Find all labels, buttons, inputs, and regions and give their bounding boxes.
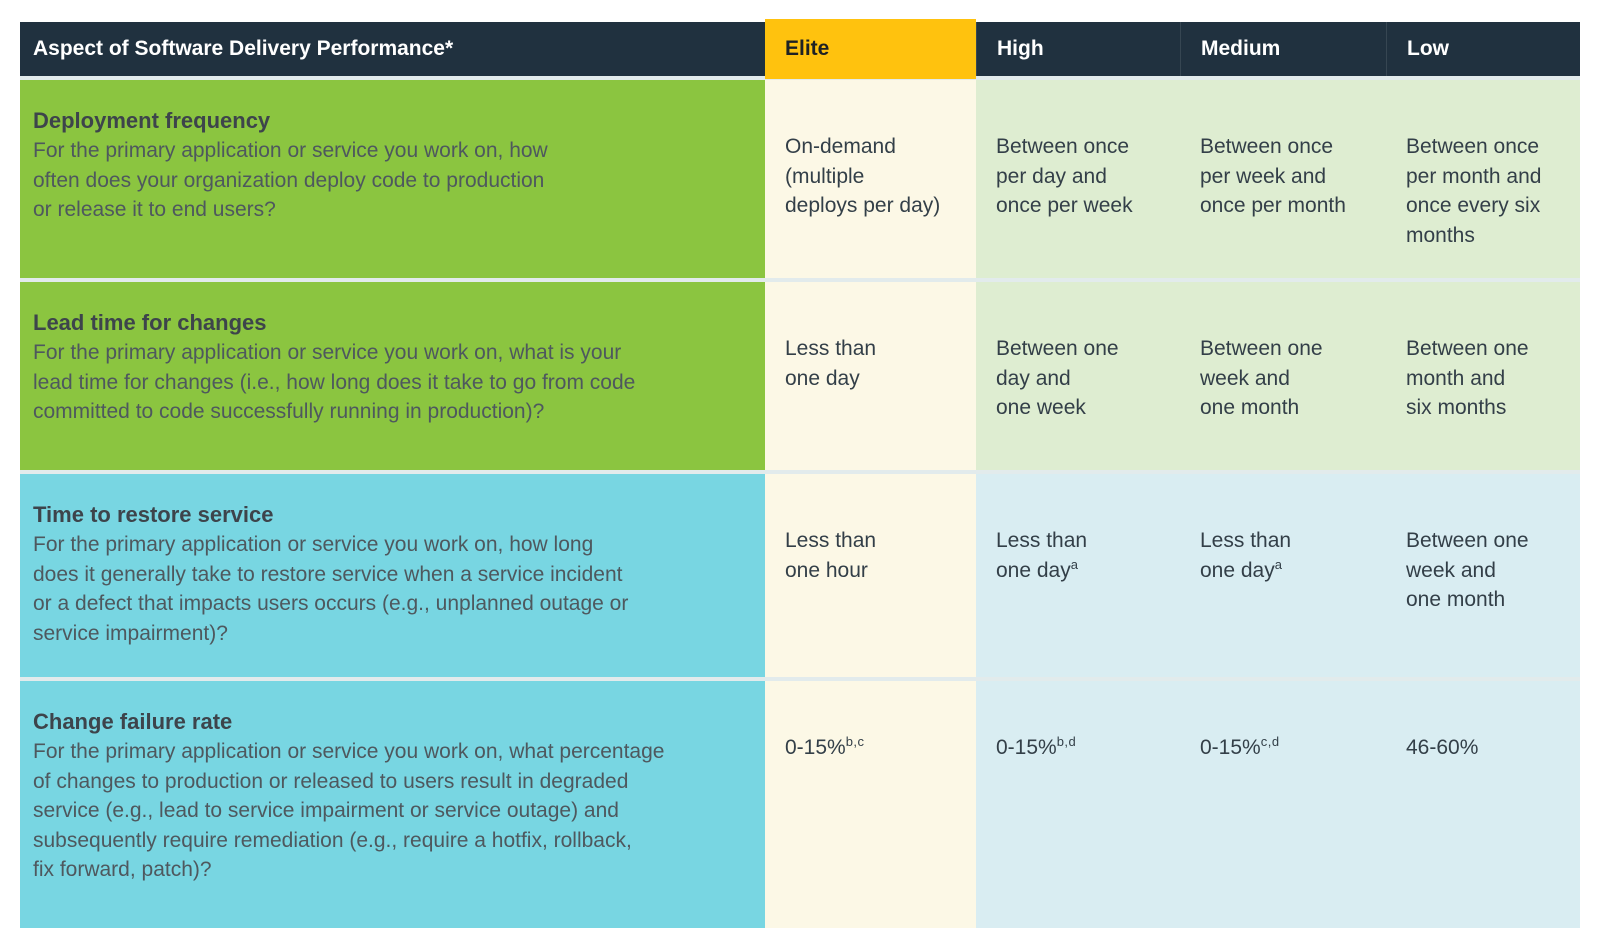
elite-column-header: Elite bbox=[765, 19, 976, 79]
aspect-cell: Lead time for changes For the primary ap… bbox=[20, 282, 765, 470]
metric-row-change-failure-rate: Change failure rate For the primary appl… bbox=[20, 681, 1580, 928]
footnote-superscript: a bbox=[1274, 556, 1283, 572]
elite-cell: 0-15%b,c bbox=[765, 681, 976, 928]
cell-value: Less than one day bbox=[1200, 529, 1292, 582]
high-column-header: High bbox=[976, 22, 1180, 76]
metric-row-deployment-frequency: Deployment frequency For the primary app… bbox=[20, 80, 1580, 278]
low-column-header: Low bbox=[1386, 22, 1580, 76]
cell-value: Between one day and one week bbox=[996, 337, 1119, 419]
cell-value: 0-15% bbox=[996, 736, 1057, 759]
metric-description: For the primary application or service y… bbox=[33, 139, 548, 221]
high-cell: Between one day and one week bbox=[976, 282, 1180, 470]
aspect-column-header: Aspect of Software Delivery Performance* bbox=[20, 22, 765, 76]
metric-title: Time to restore service bbox=[33, 502, 274, 527]
low-cell: Between one month and six months bbox=[1386, 282, 1580, 470]
footnote-superscript: b,c bbox=[845, 734, 865, 749]
metric-title: Deployment frequency bbox=[33, 108, 271, 133]
metric-description: For the primary application or service y… bbox=[33, 740, 665, 881]
cell-value: Less than one hour bbox=[785, 529, 877, 582]
medium-cell: Between one week and one month bbox=[1180, 282, 1386, 470]
performance-table: Aspect of Software Delivery Performance*… bbox=[20, 19, 1580, 928]
footnote-superscript: c,d bbox=[1260, 734, 1280, 749]
cell-value: 0-15% bbox=[785, 736, 846, 759]
cell-value: Between once per month and once every si… bbox=[1406, 135, 1542, 247]
cell-value: 0-15% bbox=[1200, 736, 1261, 759]
cell-value: On-demand (multiple deploys per day) bbox=[785, 135, 941, 217]
cell-value: Between one month and six months bbox=[1406, 337, 1529, 419]
high-cell: 0-15%b,d bbox=[976, 681, 1180, 928]
aspect-cell: Deployment frequency For the primary app… bbox=[20, 80, 765, 278]
aspect-cell: Change failure rate For the primary appl… bbox=[20, 681, 765, 928]
high-cell: Between once per day and once per week bbox=[976, 80, 1180, 278]
elite-cell: Less than one day bbox=[765, 282, 976, 470]
elite-cell: Less than one hour bbox=[765, 474, 976, 677]
metric-description: For the primary application or service y… bbox=[33, 533, 629, 645]
medium-cell: Between once per week and once per month bbox=[1180, 80, 1386, 278]
high-cell: Less than one daya bbox=[976, 474, 1180, 677]
metric-title: Change failure rate bbox=[33, 709, 233, 734]
cell-value: Between one week and one month bbox=[1406, 529, 1529, 611]
cell-value: Between one week and one month bbox=[1200, 337, 1323, 419]
medium-cell: Less than one daya bbox=[1180, 474, 1386, 677]
low-cell: 46-60% bbox=[1386, 681, 1580, 928]
footnote-superscript: a bbox=[1070, 556, 1079, 572]
metric-title: Lead time for changes bbox=[33, 310, 267, 335]
medium-cell: 0-15%c,d bbox=[1180, 681, 1386, 928]
footnote-superscript: b,d bbox=[1056, 734, 1077, 749]
metric-description: For the primary application or service y… bbox=[33, 341, 636, 423]
metric-row-lead-time: Lead time for changes For the primary ap… bbox=[20, 282, 1580, 470]
metric-row-time-to-restore: Time to restore service For the primary … bbox=[20, 474, 1580, 677]
cell-value: Less than one day bbox=[996, 529, 1088, 582]
aspect-cell: Time to restore service For the primary … bbox=[20, 474, 765, 677]
low-cell: Between one week and one month bbox=[1386, 474, 1580, 677]
cell-value: 46-60% bbox=[1406, 736, 1479, 759]
medium-column-header: Medium bbox=[1180, 22, 1386, 76]
low-cell: Between once per month and once every si… bbox=[1386, 80, 1580, 278]
elite-cell: On-demand (multiple deploys per day) bbox=[765, 80, 976, 278]
cell-value: Less than one day bbox=[785, 337, 877, 390]
table-header-row: Aspect of Software Delivery Performance*… bbox=[20, 19, 1580, 79]
cell-value: Between once per day and once per week bbox=[996, 135, 1133, 217]
cell-value: Between once per week and once per month bbox=[1200, 135, 1346, 217]
